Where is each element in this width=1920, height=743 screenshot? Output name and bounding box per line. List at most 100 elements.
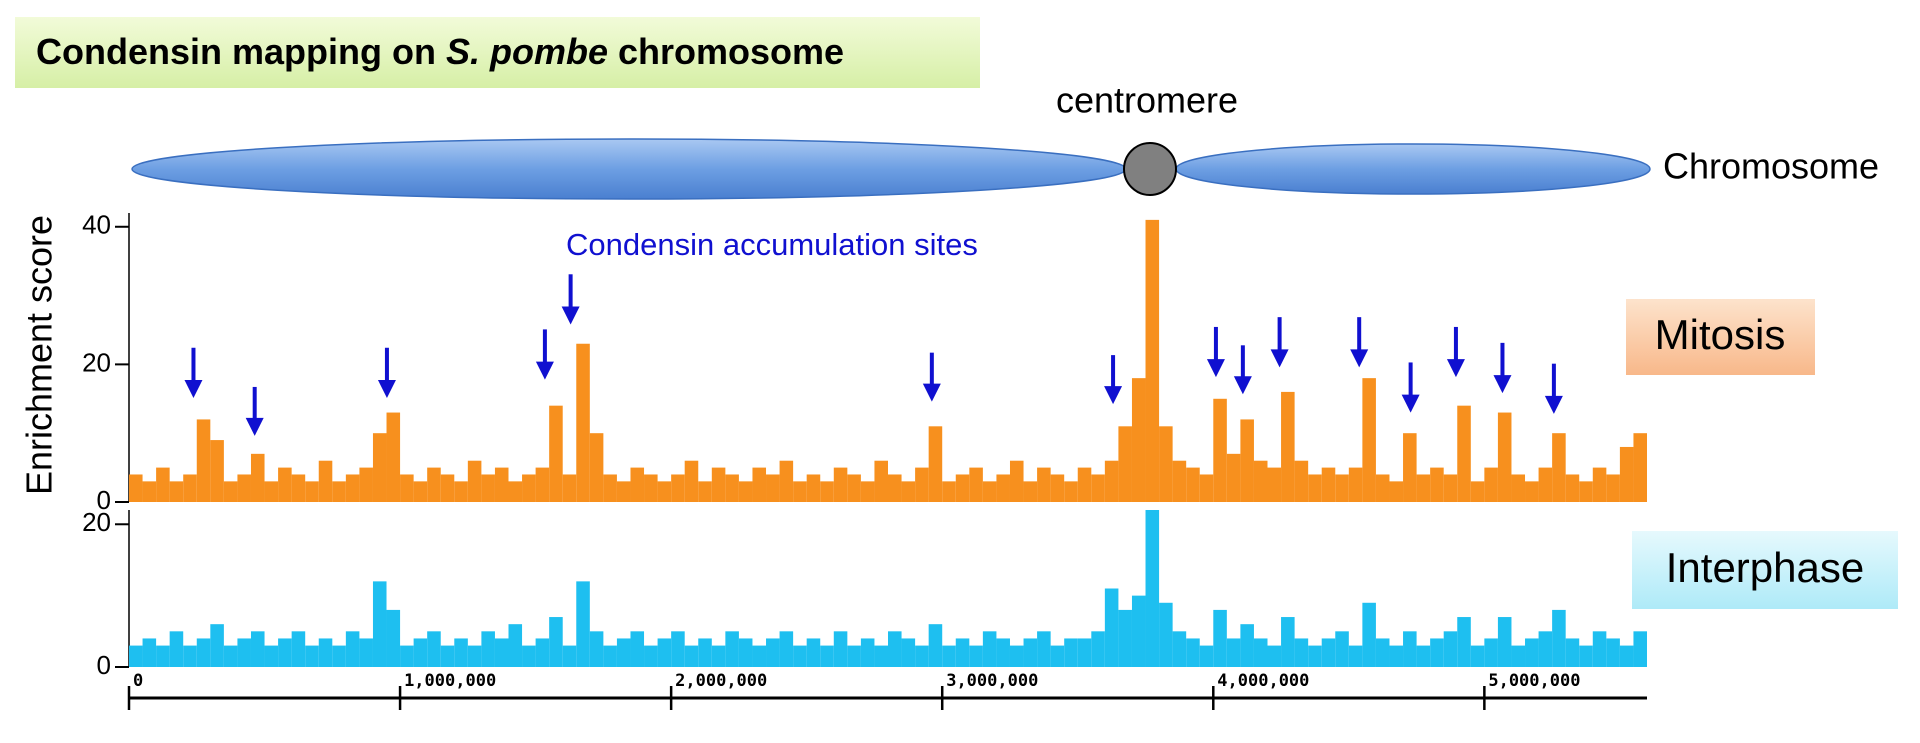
bar <box>1023 638 1038 667</box>
bar <box>1077 638 1092 667</box>
arrow-head <box>561 306 580 325</box>
bar <box>291 474 306 502</box>
bar <box>1497 412 1512 502</box>
bar <box>142 481 157 502</box>
bar <box>684 460 699 502</box>
bar <box>1416 474 1431 502</box>
bar <box>1199 645 1214 667</box>
bar <box>1348 467 1363 502</box>
bar <box>332 645 346 667</box>
bar <box>1077 467 1092 502</box>
bar <box>1403 631 1417 667</box>
bar <box>169 631 184 667</box>
bar <box>779 460 794 502</box>
bar <box>888 474 902 502</box>
bar <box>1362 602 1376 667</box>
bar <box>1253 638 1268 667</box>
bar <box>1023 481 1038 502</box>
y-tick-label: 40 <box>82 210 111 240</box>
y-tick-label: 0 <box>97 485 111 515</box>
bar <box>291 631 306 667</box>
bar <box>223 481 238 502</box>
y-axis-label: Enrichment score <box>19 215 60 495</box>
bar <box>454 638 468 667</box>
y-tick-label: 20 <box>82 507 111 537</box>
bar <box>1470 645 1485 667</box>
bar <box>1375 638 1390 667</box>
title-box <box>15 17 980 88</box>
bar <box>427 467 441 502</box>
bar <box>413 481 428 502</box>
bar <box>481 474 495 502</box>
bar <box>1579 645 1593 667</box>
bar <box>359 638 373 667</box>
bar <box>1362 378 1376 502</box>
bar <box>522 474 536 502</box>
legend-box <box>1632 531 1898 609</box>
bar <box>1186 638 1200 667</box>
bar <box>1511 645 1526 667</box>
bar <box>237 638 251 667</box>
bar <box>1348 645 1363 667</box>
arrow-head <box>1544 395 1563 414</box>
bar <box>874 645 888 667</box>
bar <box>169 481 184 502</box>
bar <box>942 645 956 667</box>
bar <box>1118 426 1132 502</box>
bar <box>928 426 943 502</box>
bar <box>1267 467 1282 502</box>
y-tick-label: 20 <box>82 347 111 377</box>
bar <box>440 474 455 502</box>
bar <box>1565 638 1580 667</box>
bar <box>847 474 861 502</box>
arrow-head <box>1233 376 1252 395</box>
bar <box>820 481 834 502</box>
bar <box>1525 481 1539 502</box>
bar <box>1131 378 1146 502</box>
arrow-head <box>1270 349 1289 368</box>
bar <box>1375 474 1390 502</box>
bar <box>1159 426 1173 502</box>
bar <box>1294 638 1309 667</box>
bar <box>1497 617 1512 667</box>
bar <box>386 609 401 667</box>
centromere-label: centromere <box>1056 80 1238 121</box>
bar <box>1538 631 1553 667</box>
bar <box>644 645 658 667</box>
bar <box>332 481 346 502</box>
arrow-head <box>1446 359 1465 378</box>
bar <box>1104 588 1119 667</box>
bar <box>698 481 712 502</box>
annotation: Condensin accumulation sites <box>566 227 978 262</box>
y-tick-label: 0 <box>97 650 111 680</box>
centromere <box>1123 142 1177 196</box>
bar <box>711 645 726 667</box>
bar <box>1037 467 1051 502</box>
bar <box>684 645 699 667</box>
bar <box>386 412 401 502</box>
x-tick-label: 3,000,000 <box>946 671 1038 691</box>
bar <box>671 474 685 502</box>
bar <box>318 460 333 502</box>
bar <box>1416 645 1431 667</box>
bar <box>1213 609 1227 667</box>
bar <box>969 467 983 502</box>
bar <box>210 624 224 667</box>
bar <box>1172 460 1187 502</box>
bar <box>806 638 821 667</box>
bar <box>630 467 645 502</box>
bar <box>928 624 943 667</box>
bar <box>454 481 468 502</box>
bar <box>1240 624 1254 667</box>
bar <box>576 581 590 667</box>
arrow-head <box>184 379 203 398</box>
x-tick-label: 1,000,000 <box>404 671 496 691</box>
bar <box>589 631 604 667</box>
bar <box>766 474 780 502</box>
bar <box>562 645 577 667</box>
bar <box>1199 474 1214 502</box>
arrow-head <box>1493 375 1512 394</box>
bar <box>1281 617 1295 667</box>
bar <box>725 474 739 502</box>
bar <box>196 419 211 502</box>
